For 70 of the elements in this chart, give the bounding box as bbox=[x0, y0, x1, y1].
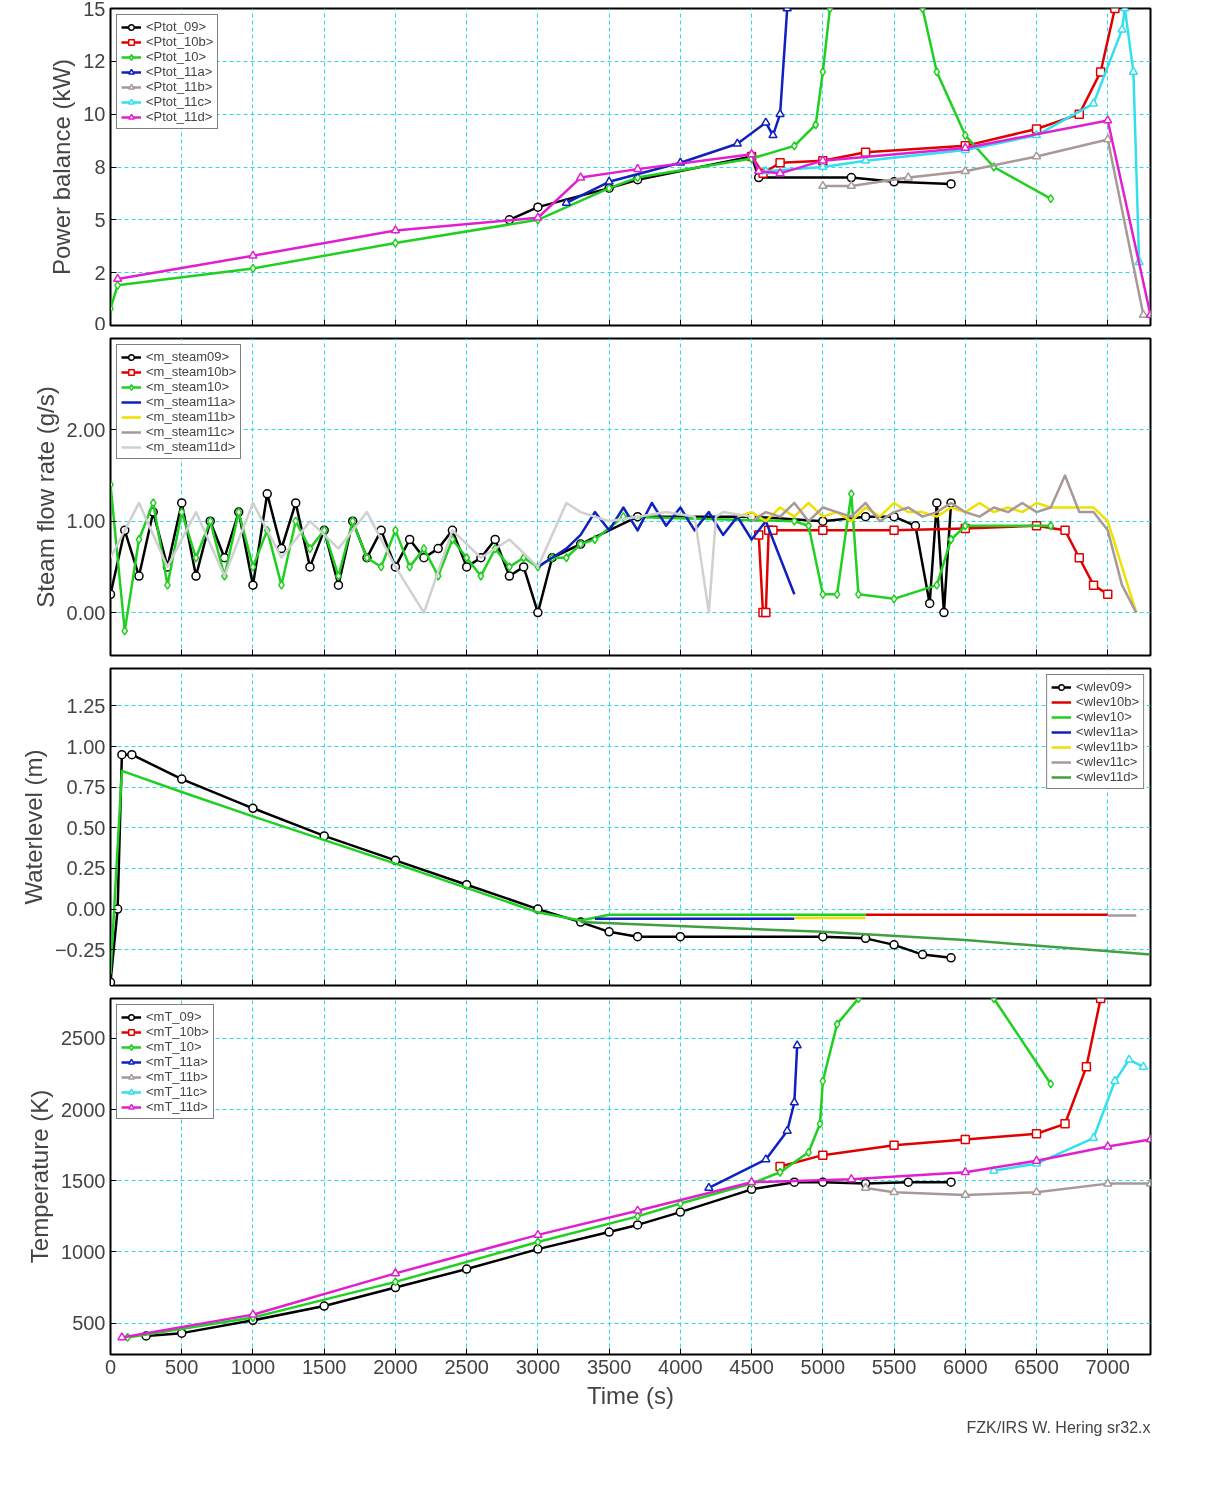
y-tick-label: 1.25 bbox=[66, 694, 106, 717]
legend-label: <Ptot_11c> bbox=[146, 94, 212, 109]
y-tick-label: −0.25 bbox=[54, 938, 106, 961]
legend-label: <m_steam11d> bbox=[146, 439, 236, 454]
legend-label: <wlev09> bbox=[1076, 679, 1132, 694]
legend-label: <Ptot_10> bbox=[146, 49, 206, 64]
y-tick-label: 15 bbox=[83, 0, 106, 20]
legend-label: <mT_10b> bbox=[146, 1024, 209, 1039]
legend-label: <mT_11d> bbox=[146, 1099, 208, 1114]
y-tick-label: 0.00 bbox=[66, 898, 106, 921]
y-tick-label: 0 bbox=[94, 312, 106, 335]
x-axis-title: Time (s) bbox=[586, 1381, 675, 1409]
legend-label: <mT_11a> bbox=[146, 1054, 208, 1069]
x-tick-label: 1500 bbox=[301, 1355, 347, 1378]
y-tick-label: 500 bbox=[72, 1312, 106, 1335]
legend-label: <m_steam11a> bbox=[146, 394, 236, 409]
legend-label: <Ptot_11a> bbox=[146, 64, 213, 79]
y-tick-label: 1000 bbox=[61, 1240, 106, 1263]
y-tick-label: 2.00 bbox=[66, 418, 106, 441]
x-tick-label: 6500 bbox=[1014, 1355, 1059, 1378]
legend-label: <Ptot_09> bbox=[146, 19, 206, 34]
x-tick-label: 5000 bbox=[800, 1355, 846, 1378]
text: FZK/IRS W. Hering sr32.x bbox=[966, 1418, 1151, 1436]
x-tick-label: 3000 bbox=[515, 1355, 561, 1378]
y-tick-label: 12 bbox=[83, 50, 106, 73]
y-tick-label: 10 bbox=[83, 103, 106, 126]
y-tick-label: 0.50 bbox=[66, 816, 106, 839]
x-tick-label: 2500 bbox=[444, 1355, 489, 1378]
y-axis-title: Power balance (kW) bbox=[48, 58, 76, 276]
y-tick-label: 0.00 bbox=[66, 601, 106, 624]
x-tick-label: 1000 bbox=[230, 1355, 276, 1378]
x-tick-label: 6000 bbox=[943, 1355, 988, 1378]
legend-label: <Ptot_11b> bbox=[146, 79, 213, 94]
y-tick-label: 8 bbox=[94, 156, 106, 178]
y-tick-label: 2000 bbox=[61, 1098, 106, 1121]
y-tick-label: 1.00 bbox=[66, 510, 106, 533]
x-tick-label: 3500 bbox=[586, 1355, 632, 1378]
legend-label: <mT_11c> bbox=[146, 1084, 208, 1099]
legend-label: <mT_10> bbox=[146, 1039, 202, 1054]
y-axis-title: Steam flow rate (g/s) bbox=[31, 386, 59, 608]
x-tick-label: 4000 bbox=[658, 1355, 703, 1378]
legend-label: <wlev10b> bbox=[1076, 694, 1139, 709]
legend-label: <m_steam10b> bbox=[146, 364, 237, 379]
y-tick-label: 2 bbox=[94, 261, 106, 284]
y-tick-label: 2500 bbox=[61, 1027, 106, 1050]
legend-label: <wlev11d> bbox=[1076, 769, 1139, 784]
legend-label: <m_steam11c> bbox=[146, 424, 235, 439]
x-tick-label: 5500 bbox=[871, 1355, 917, 1378]
legend-label: <mT_11b> bbox=[146, 1069, 208, 1084]
y-axis-title: Waterlevel (m) bbox=[19, 749, 47, 905]
legend-label: <wlev10> bbox=[1076, 709, 1132, 724]
legend-label: <wlev11a> bbox=[1076, 724, 1139, 739]
legend-label: <m_steam11b> bbox=[146, 409, 236, 424]
legend-label: <wlev11b> bbox=[1076, 739, 1139, 754]
y-tick-label: 1500 bbox=[61, 1169, 106, 1192]
legend-label: <wlev11c> bbox=[1076, 754, 1138, 769]
legend-label: <mT_09> bbox=[146, 1009, 202, 1024]
y-tick-label: 5 bbox=[94, 208, 106, 231]
y-tick-label: 0.25 bbox=[66, 857, 106, 880]
x-tick-label: 4500 bbox=[729, 1355, 774, 1378]
y-tick-label: 1.00 bbox=[66, 735, 106, 758]
legend-label: <m_steam10> bbox=[146, 379, 230, 394]
legend-label: <m_steam09> bbox=[146, 349, 230, 364]
legend-label: <Ptot_11d> bbox=[146, 109, 213, 124]
y-axis-title: Temperature (K) bbox=[26, 1089, 54, 1264]
y-tick-label: 0.75 bbox=[66, 776, 106, 799]
x-tick-label: 7000 bbox=[1085, 1355, 1131, 1378]
x-tick-label: 2000 bbox=[373, 1355, 418, 1378]
x-tick-label: 500 bbox=[165, 1355, 199, 1378]
legend-label: <Ptot_10b> bbox=[146, 34, 214, 49]
